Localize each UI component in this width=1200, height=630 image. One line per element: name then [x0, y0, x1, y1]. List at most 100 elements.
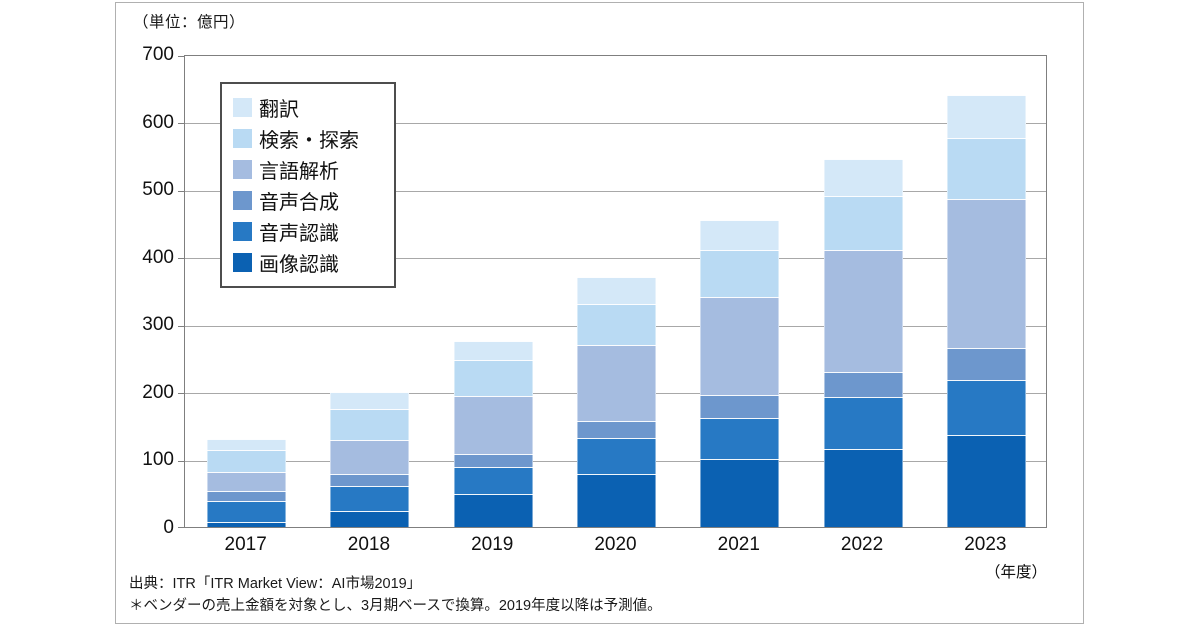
y-axis-label-600: 600: [142, 111, 174, 133]
x-axis-label-2019: 2019: [471, 534, 514, 555]
bar-2020: [577, 277, 656, 527]
bar-segment-2020-音声認識: [577, 438, 656, 475]
legend-swatch-icon: [233, 222, 252, 241]
bar-segment-2023-検索・探索: [946, 138, 1026, 200]
legend-item-翻訳: 翻訳: [233, 92, 384, 123]
bar-segment-2020-音声合成: [577, 420, 656, 439]
bar-segment-2023-翻訳: [946, 94, 1026, 139]
bar-2021: [700, 219, 780, 527]
bar-segment-2019-音声認識: [453, 466, 533, 494]
y-axis-label-300: 300: [142, 314, 174, 336]
bar-segment-2021-言語解析: [700, 297, 780, 396]
legend-label: 音声認識: [259, 223, 339, 245]
bar-segment-2017-翻訳: [207, 439, 287, 451]
bar-segment-2019-音声合成: [453, 454, 533, 467]
bar-segment-2021-翻訳: [700, 219, 780, 250]
bar-segment-2017-音声合成: [207, 490, 287, 501]
bar-segment-2017-言語解析: [207, 471, 287, 491]
bar-segment-2018-言語解析: [330, 439, 410, 474]
bar-segment-2022-音声合成: [823, 371, 903, 397]
bar-segment-2022-言語解析: [823, 249, 903, 372]
bar-segment-2022-翻訳: [823, 158, 903, 196]
y-axis-label-200: 200: [142, 381, 174, 403]
legend-swatch-icon: [233, 98, 252, 117]
bar-2019: [453, 341, 533, 527]
legend: 翻訳検索・探索言語解析音声合成音声認識画像認識: [220, 82, 396, 288]
bar-segment-2018-音声合成: [330, 473, 410, 487]
x-axis-label-2018: 2018: [347, 534, 391, 555]
y-tick-0: [178, 527, 185, 528]
legend-item-検索・探索: 検索・探索: [233, 123, 384, 154]
gridline-600: [185, 123, 1046, 125]
bar-segment-2021-音声認識: [700, 417, 780, 460]
x-axis-label-2022: 2022: [840, 534, 884, 555]
x-axis-label-2021: 2021: [717, 534, 760, 555]
bar-segment-2018-画像認識: [330, 511, 410, 527]
y-tick-600: [178, 123, 185, 125]
legend-item-画像認識: 画像認識: [233, 247, 384, 278]
legend-label: 検索・探索: [259, 130, 359, 152]
legend-label: 画像認識: [259, 254, 339, 276]
chart-card: （単位：億円） 0 100 200 300 400 500 600 700 2017 2018 2…: [115, 2, 1084, 624]
bar-segment-2019-画像認識: [453, 493, 533, 527]
bar-segment-2022-検索・探索: [823, 195, 903, 250]
x-axis-label-2020: 2020: [594, 534, 637, 555]
bar-segment-2019-検索・探索: [453, 360, 533, 396]
bar-segment-2017-音声認識: [207, 500, 287, 522]
bar-2018: [330, 391, 410, 527]
y-tick-400: [178, 258, 185, 260]
bar-2017: [207, 439, 287, 527]
bar-segment-2023-画像認識: [946, 435, 1026, 527]
bar-segment-2020-言語解析: [577, 344, 656, 421]
legend-label: 音声合成: [259, 192, 339, 214]
bar-segment-2023-言語解析: [946, 199, 1026, 348]
bar-segment-2019-翻訳: [453, 341, 533, 361]
bar-segment-2022-画像認識: [823, 448, 903, 527]
legend-swatch-icon: [233, 160, 252, 179]
bar-segment-2020-翻訳: [577, 277, 656, 305]
y-tick-200: [178, 393, 185, 395]
gridline-500: [185, 190, 1046, 192]
legend-swatch-icon: [233, 253, 252, 272]
y-tick-100: [178, 460, 185, 462]
legend-label: 翻訳: [259, 99, 299, 121]
legend-swatch-icon: [233, 191, 252, 210]
y-axis-label-500: 500: [142, 179, 174, 201]
y-axis-label-0: 0: [163, 517, 174, 538]
bar-segment-2021-音声合成: [700, 395, 780, 418]
bar-2022: [823, 158, 903, 527]
footer: 出典：ITR「ITR Market View：AI市場2019」 ＊ベンダーの売…: [129, 573, 662, 617]
bar-segment-2021-画像認識: [700, 459, 780, 527]
y-tick-700: [178, 56, 185, 57]
bar-2023: [946, 94, 1026, 527]
unit-label: （単位：億円）: [133, 14, 246, 31]
bar-segment-2017-検索・探索: [207, 450, 287, 472]
gridline-400: [185, 258, 1046, 260]
y-axis-label-400: 400: [142, 246, 174, 268]
bar-segment-2019-言語解析: [453, 395, 533, 455]
x-axis-label-2017: 2017: [224, 534, 267, 555]
bar-segment-2023-音声合成: [946, 347, 1026, 380]
x-axis-unit-label: （年度）: [984, 564, 1047, 581]
y-axis-label-100: 100: [142, 449, 174, 471]
y-tick-300: [178, 325, 185, 327]
y-axis-label-700: 700: [142, 44, 174, 65]
bar-segment-2018-翻訳: [330, 391, 410, 410]
bar-segment-2017-画像認識: [207, 521, 287, 527]
bar-segment-2022-音声認識: [823, 396, 903, 449]
legend-item-音声認識: 音声認識: [233, 216, 384, 247]
bar-segment-2021-検索・探索: [700, 249, 780, 298]
bar-segment-2018-音声認識: [330, 486, 410, 512]
bar-segment-2020-画像認識: [577, 474, 656, 527]
bar-segment-2020-検索・探索: [577, 304, 656, 345]
legend-item-言語解析: 言語解析: [233, 154, 384, 185]
bar-segment-2018-検索・探索: [330, 409, 410, 440]
y-tick-500: [178, 190, 185, 192]
legend-item-音声合成: 音声合成: [233, 185, 384, 216]
method-note: ＊ベンダーの売上金額を対象とし、3月期ベースで換算。2019年度以降は予測値。: [129, 598, 662, 614]
source-note: 出典：ITR「ITR Market View：AI市場2019」: [129, 576, 422, 592]
bar-segment-2023-音声認識: [946, 379, 1026, 436]
legend-label: 言語解析: [259, 161, 339, 183]
plot-area: [178, 55, 1047, 528]
x-axis-label-2023: 2023: [964, 534, 1007, 555]
